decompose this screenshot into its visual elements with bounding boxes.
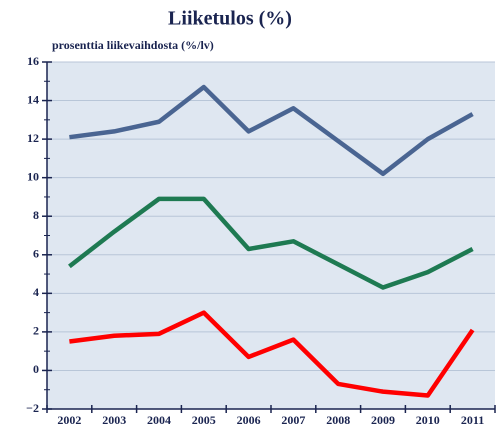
y-tick-label: 4 <box>33 285 39 299</box>
y-tick-label: 8 <box>33 208 39 222</box>
y-tick-label: 0 <box>33 362 39 376</box>
y-tick-label: 14 <box>27 92 39 106</box>
chart-title: Liiketulos (%) <box>168 8 292 30</box>
x-tick-label: 2003 <box>102 413 126 427</box>
plot-area <box>47 62 495 409</box>
x-tick-label: 2010 <box>416 413 440 427</box>
x-tick-label: 2011 <box>461 413 484 427</box>
x-tick-label: 2009 <box>371 413 395 427</box>
y-tick-label: −2 <box>26 401 39 415</box>
line-series <box>69 310 475 398</box>
line-series <box>69 84 474 177</box>
x-tick-label: 2004 <box>147 413 171 427</box>
y-tick-label: 16 <box>27 54 39 68</box>
chart-subtitle: prosenttia liikevaihdosta (%/lv) <box>52 38 214 52</box>
x-tick-label: 2006 <box>237 413 261 427</box>
x-tick-label: 2007 <box>281 413 305 427</box>
x-tick-label: 2002 <box>57 413 81 427</box>
y-tick-label: 2 <box>33 324 39 338</box>
y-tick-label: 10 <box>27 169 39 183</box>
x-tick-label: 2005 <box>192 413 216 427</box>
y-tick-label: 12 <box>27 131 39 145</box>
x-tick-label: 2008 <box>326 413 350 427</box>
y-tick-label: 6 <box>33 247 39 261</box>
line-series <box>68 196 474 290</box>
